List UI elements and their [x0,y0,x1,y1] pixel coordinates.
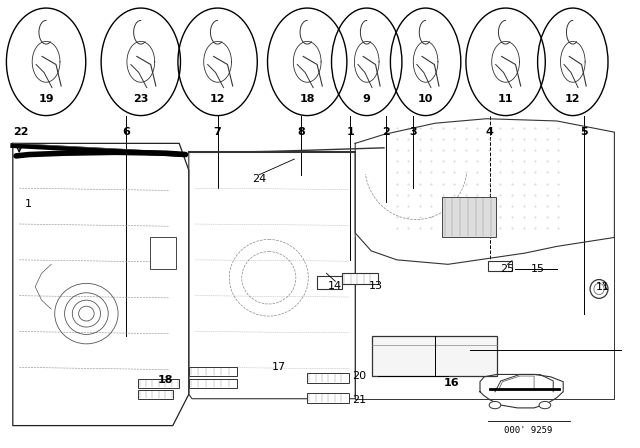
Text: 10: 10 [418,95,433,104]
Text: 14: 14 [328,281,342,291]
Text: 5: 5 [580,127,588,137]
Bar [189,379,237,388]
Text: 25: 25 [500,264,515,274]
Text: 1: 1 [346,127,354,137]
Bar [138,390,173,399]
Ellipse shape [539,401,550,409]
Bar [150,237,176,269]
Bar [307,373,349,383]
Text: 8: 8 [297,127,305,137]
Bar [138,379,179,388]
Text: 11: 11 [596,282,610,292]
Text: 17: 17 [272,362,286,372]
Bar [307,393,349,403]
Text: 18: 18 [157,375,173,385]
Text: 000' 9259: 000' 9259 [504,426,552,435]
Text: 21: 21 [353,395,367,405]
Text: 13: 13 [369,281,383,291]
Text: 12: 12 [210,95,225,104]
Text: 3: 3 [409,127,417,137]
Bar [189,367,237,376]
Bar [372,336,497,376]
Text: 24: 24 [252,174,266,184]
Text: 22: 22 [13,127,28,137]
Text: 18: 18 [300,95,315,104]
Text: 2: 2 [382,127,390,137]
Text: 23: 23 [133,95,148,104]
Text: 11: 11 [498,95,513,104]
Bar [342,273,378,284]
Text: 4: 4 [486,127,493,137]
Text: 19: 19 [38,95,54,104]
Text: 12: 12 [565,95,580,104]
Text: 7: 7 [214,127,221,137]
Bar [488,261,512,271]
Bar [442,197,496,237]
FancyBboxPatch shape [317,276,342,289]
Text: 1: 1 [26,199,32,209]
Text: 9: 9 [363,95,371,104]
Text: 6: 6 [122,127,130,137]
Text: 20: 20 [353,371,367,381]
Text: 16: 16 [444,378,459,388]
Text: 15: 15 [531,264,545,274]
Ellipse shape [489,401,500,409]
